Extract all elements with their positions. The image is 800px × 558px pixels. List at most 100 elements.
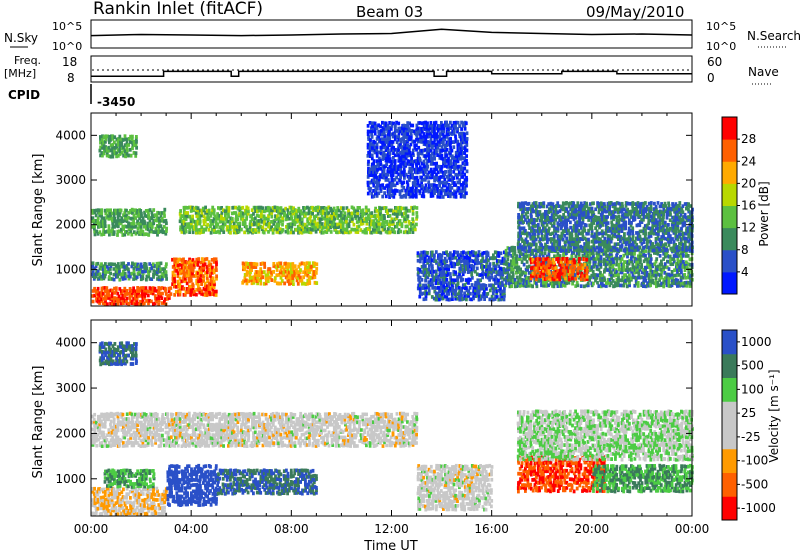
data-cell [546, 276, 549, 280]
data-cell [667, 223, 670, 227]
freq-tick-bottom: 8 [67, 71, 75, 85]
data-cell [161, 286, 164, 290]
data-cell [647, 219, 650, 223]
data-cell [608, 243, 611, 247]
date-label: 09/May/2010 [586, 3, 684, 21]
data-cell [457, 281, 460, 285]
data-cell [586, 266, 589, 270]
data-cell [669, 255, 672, 259]
data-cell [399, 230, 402, 234]
data-cell [657, 201, 660, 205]
data-cell [564, 269, 567, 273]
nsky-tick-bottom: 10^0 [52, 40, 82, 53]
data-cell [210, 231, 213, 235]
data-cell [130, 233, 133, 237]
nave-tick-bottom: 0 [707, 71, 715, 85]
data-cell [406, 225, 409, 229]
data-cell [109, 208, 112, 212]
data-cell [531, 285, 534, 289]
data-cell [365, 231, 368, 235]
data-cell [116, 233, 119, 237]
data-cell [530, 213, 533, 217]
data-cell [147, 233, 150, 237]
data-cell [666, 248, 669, 252]
data-cell [471, 276, 474, 280]
data-cell [139, 300, 142, 304]
data-cell [263, 262, 266, 266]
data-cell [621, 257, 624, 261]
data-cell [485, 284, 488, 288]
data-cell [383, 214, 386, 218]
data-cell [127, 216, 130, 220]
data-cell [411, 217, 414, 221]
data-cell [617, 273, 620, 277]
data-cell [407, 214, 410, 218]
nsky-series-line [91, 29, 692, 35]
data-cell [664, 242, 667, 246]
data-cell [204, 206, 207, 210]
data-cell [291, 262, 294, 266]
data-cell [669, 218, 672, 222]
data-cell [113, 230, 116, 234]
data-cell [247, 207, 250, 211]
data-cell [524, 255, 527, 259]
data-cell [542, 205, 545, 209]
data-cell [336, 231, 339, 235]
data-cell [426, 251, 429, 255]
data-cell [279, 262, 282, 266]
data-cell [585, 202, 588, 206]
data-cell [139, 209, 142, 213]
data-cell [345, 220, 348, 224]
data-cell [531, 249, 534, 253]
data-cell [542, 261, 545, 265]
data-cell [127, 232, 130, 236]
data-cell [637, 281, 640, 285]
data-cell [689, 282, 692, 286]
data-cell [109, 272, 112, 276]
data-cell [510, 284, 513, 288]
data-cell [573, 258, 576, 262]
data-cell [161, 292, 164, 296]
data-cell [587, 282, 590, 286]
data-cell [127, 262, 130, 266]
data-cell [481, 276, 484, 280]
data-cell [161, 296, 164, 300]
data-cell [489, 262, 492, 266]
data-cell [659, 254, 662, 258]
data-cell [270, 215, 273, 219]
data-cell [650, 257, 653, 261]
data-cell [192, 230, 195, 234]
data-cell [163, 211, 166, 215]
freq-unit: [MHz] [4, 67, 36, 80]
data-cell [585, 258, 588, 262]
data-cell [231, 217, 234, 221]
data-cell [580, 249, 583, 253]
data-cell [263, 215, 266, 219]
freq-strip-frame [91, 56, 692, 82]
data-cell [462, 250, 465, 254]
data-cell [540, 218, 543, 222]
nsky-tick-top: 10^5 [52, 20, 82, 33]
data-cell [460, 260, 463, 264]
data-cell [282, 228, 285, 232]
data-cell [126, 297, 129, 301]
data-cell [435, 250, 438, 254]
data-cell [445, 259, 448, 263]
data-cell [537, 223, 540, 227]
data-cell [353, 223, 356, 227]
data-cell [553, 221, 556, 225]
data-cell [173, 273, 176, 277]
data-cell [344, 211, 347, 215]
data-cell [544, 251, 547, 255]
data-cell [215, 290, 218, 294]
nsearch-tick-bottom: 10^0 [706, 40, 736, 53]
data-cell [471, 283, 474, 287]
data-cell [186, 211, 189, 215]
data-cell [515, 254, 518, 258]
data-cell [623, 232, 626, 236]
freq-label: Freq. [14, 54, 41, 67]
data-cell [667, 202, 670, 206]
data-cell [685, 260, 688, 264]
data-cell [486, 292, 489, 296]
